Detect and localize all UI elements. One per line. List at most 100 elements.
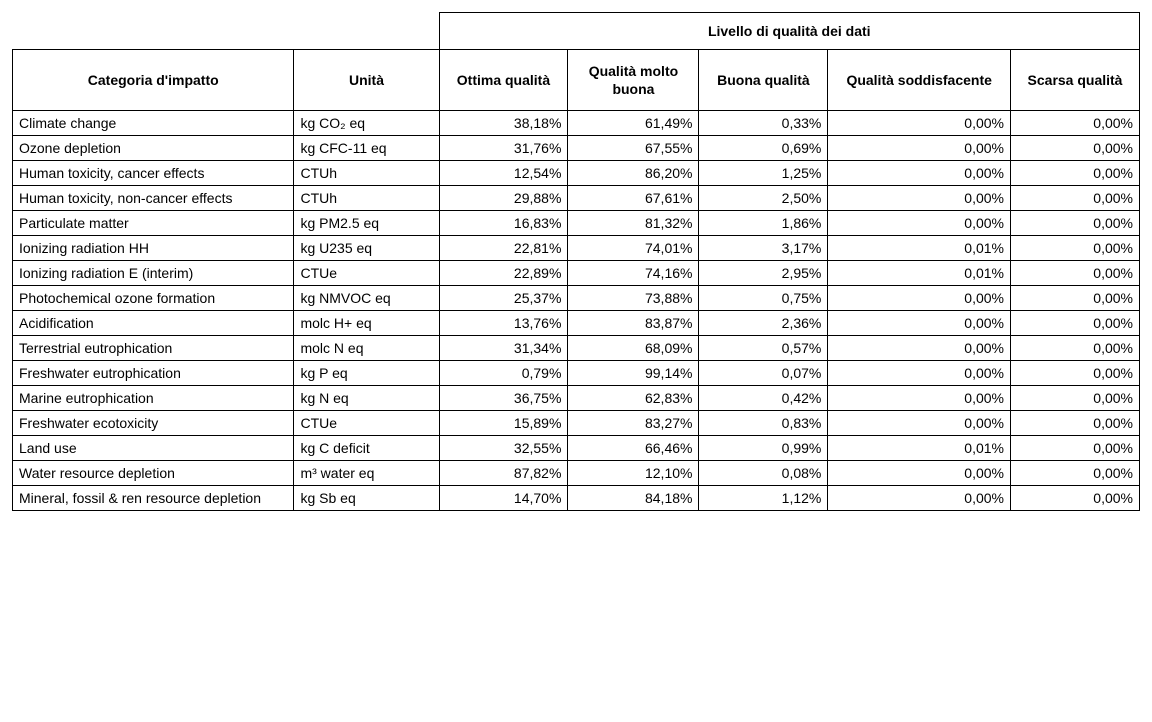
cell-q5: 0,00% [1011,436,1140,461]
cell-q1: 13,76% [439,311,568,336]
table-row: Water resource depletionm³ water eq87,82… [13,461,1140,486]
cell-q1: 0,79% [439,361,568,386]
cell-q2: 81,32% [568,211,699,236]
cell-q2: 83,27% [568,411,699,436]
col-q2: Qualità molto buona [568,50,699,111]
cell-q4: 0,00% [828,186,1011,211]
cell-category: Ozone depletion [13,136,294,161]
cell-q1: 22,81% [439,236,568,261]
cell-category: Marine eutrophication [13,386,294,411]
table-row: Particulate matterkg PM2.5 eq16,83%81,32… [13,211,1140,236]
col-q5: Scarsa qualità [1011,50,1140,111]
cell-q3: 0,69% [699,136,828,161]
cell-q2: 83,87% [568,311,699,336]
cell-q1: 38,18% [439,111,568,136]
table-row: Ionizing radiation E (interim)CTUe22,89%… [13,261,1140,286]
cell-q3: 0,99% [699,436,828,461]
cell-category: Climate change [13,111,294,136]
cell-q5: 0,00% [1011,361,1140,386]
cell-category: Mineral, fossil & ren resource depletion [13,486,294,511]
cell-q2: 66,46% [568,436,699,461]
data-quality-table: Livello di qualità dei dati Categoria d'… [12,12,1140,511]
table-row: Photochemical ozone formationkg NMVOC eq… [13,286,1140,311]
cell-q3: 0,08% [699,461,828,486]
cell-q5: 0,00% [1011,236,1140,261]
cell-q3: 0,83% [699,411,828,436]
cell-q5: 0,00% [1011,211,1140,236]
cell-q1: 87,82% [439,461,568,486]
cell-q2: 67,61% [568,186,699,211]
cell-category: Water resource depletion [13,461,294,486]
cell-category: Particulate matter [13,211,294,236]
cell-unit: kg CFC-11 eq [294,136,439,161]
cell-q3: 0,42% [699,386,828,411]
cell-unit: kg N eq [294,386,439,411]
table-row: Marine eutrophicationkg N eq36,75%62,83%… [13,386,1140,411]
cell-q5: 0,00% [1011,186,1140,211]
cell-unit: kg C deficit [294,436,439,461]
cell-unit: kg P eq [294,361,439,386]
cell-category: Photochemical ozone formation [13,286,294,311]
header-row-group: Livello di qualità dei dati [13,13,1140,50]
cell-q1: 14,70% [439,486,568,511]
cell-q5: 0,00% [1011,136,1140,161]
table-row: Acidificationmolc H+ eq13,76%83,87%2,36%… [13,311,1140,336]
cell-q5: 0,00% [1011,386,1140,411]
cell-q5: 0,00% [1011,461,1140,486]
cell-category: Terrestrial eutrophication [13,336,294,361]
cell-q4: 0,00% [828,386,1011,411]
cell-q2: 84,18% [568,486,699,511]
cell-unit: CTUe [294,411,439,436]
table-row: Land usekg C deficit32,55%66,46%0,99%0,0… [13,436,1140,461]
cell-q2: 68,09% [568,336,699,361]
cell-q4: 0,00% [828,161,1011,186]
cell-unit: kg CO₂ eq [294,111,439,136]
cell-q2: 62,83% [568,386,699,411]
cell-q4: 0,01% [828,261,1011,286]
cell-q5: 0,00% [1011,261,1140,286]
cell-q4: 0,00% [828,311,1011,336]
cell-q3: 2,95% [699,261,828,286]
cell-q4: 0,00% [828,286,1011,311]
col-unit: Unità [294,50,439,111]
cell-q4: 0,00% [828,486,1011,511]
col-q4: Qualità soddisfacente [828,50,1011,111]
cell-q3: 3,17% [699,236,828,261]
cell-q4: 0,00% [828,361,1011,386]
cell-q1: 29,88% [439,186,568,211]
cell-q2: 61,49% [568,111,699,136]
cell-unit: kg NMVOC eq [294,286,439,311]
table-row: Ionizing radiation HHkg U235 eq22,81%74,… [13,236,1140,261]
cell-q3: 0,57% [699,336,828,361]
cell-q1: 31,76% [439,136,568,161]
cell-unit: molc H+ eq [294,311,439,336]
cell-category: Human toxicity, non-cancer effects [13,186,294,211]
cell-q4: 0,01% [828,236,1011,261]
cell-q3: 1,12% [699,486,828,511]
cell-q3: 1,86% [699,211,828,236]
cell-q3: 1,25% [699,161,828,186]
cell-unit: m³ water eq [294,461,439,486]
cell-q1: 12,54% [439,161,568,186]
cell-category: Freshwater ecotoxicity [13,411,294,436]
table-row: Freshwater eutrophicationkg P eq0,79%99,… [13,361,1140,386]
cell-q2: 67,55% [568,136,699,161]
cell-q5: 0,00% [1011,286,1140,311]
cell-q1: 22,89% [439,261,568,286]
cell-q5: 0,00% [1011,111,1140,136]
cell-q5: 0,00% [1011,486,1140,511]
cell-unit: CTUe [294,261,439,286]
cell-q4: 0,00% [828,411,1011,436]
col-q3: Buona qualità [699,50,828,111]
header-group-label: Livello di qualità dei dati [439,13,1140,50]
table-row: Human toxicity, cancer effectsCTUh12,54%… [13,161,1140,186]
cell-q2: 99,14% [568,361,699,386]
cell-q4: 0,00% [828,111,1011,136]
table-row: Climate changekg CO₂ eq38,18%61,49%0,33%… [13,111,1140,136]
table-row: Ozone depletionkg CFC-11 eq31,76%67,55%0… [13,136,1140,161]
cell-unit: kg PM2.5 eq [294,211,439,236]
cell-q4: 0,00% [828,336,1011,361]
cell-q3: 0,33% [699,111,828,136]
cell-category: Ionizing radiation HH [13,236,294,261]
table-row: Mineral, fossil & ren resource depletion… [13,486,1140,511]
